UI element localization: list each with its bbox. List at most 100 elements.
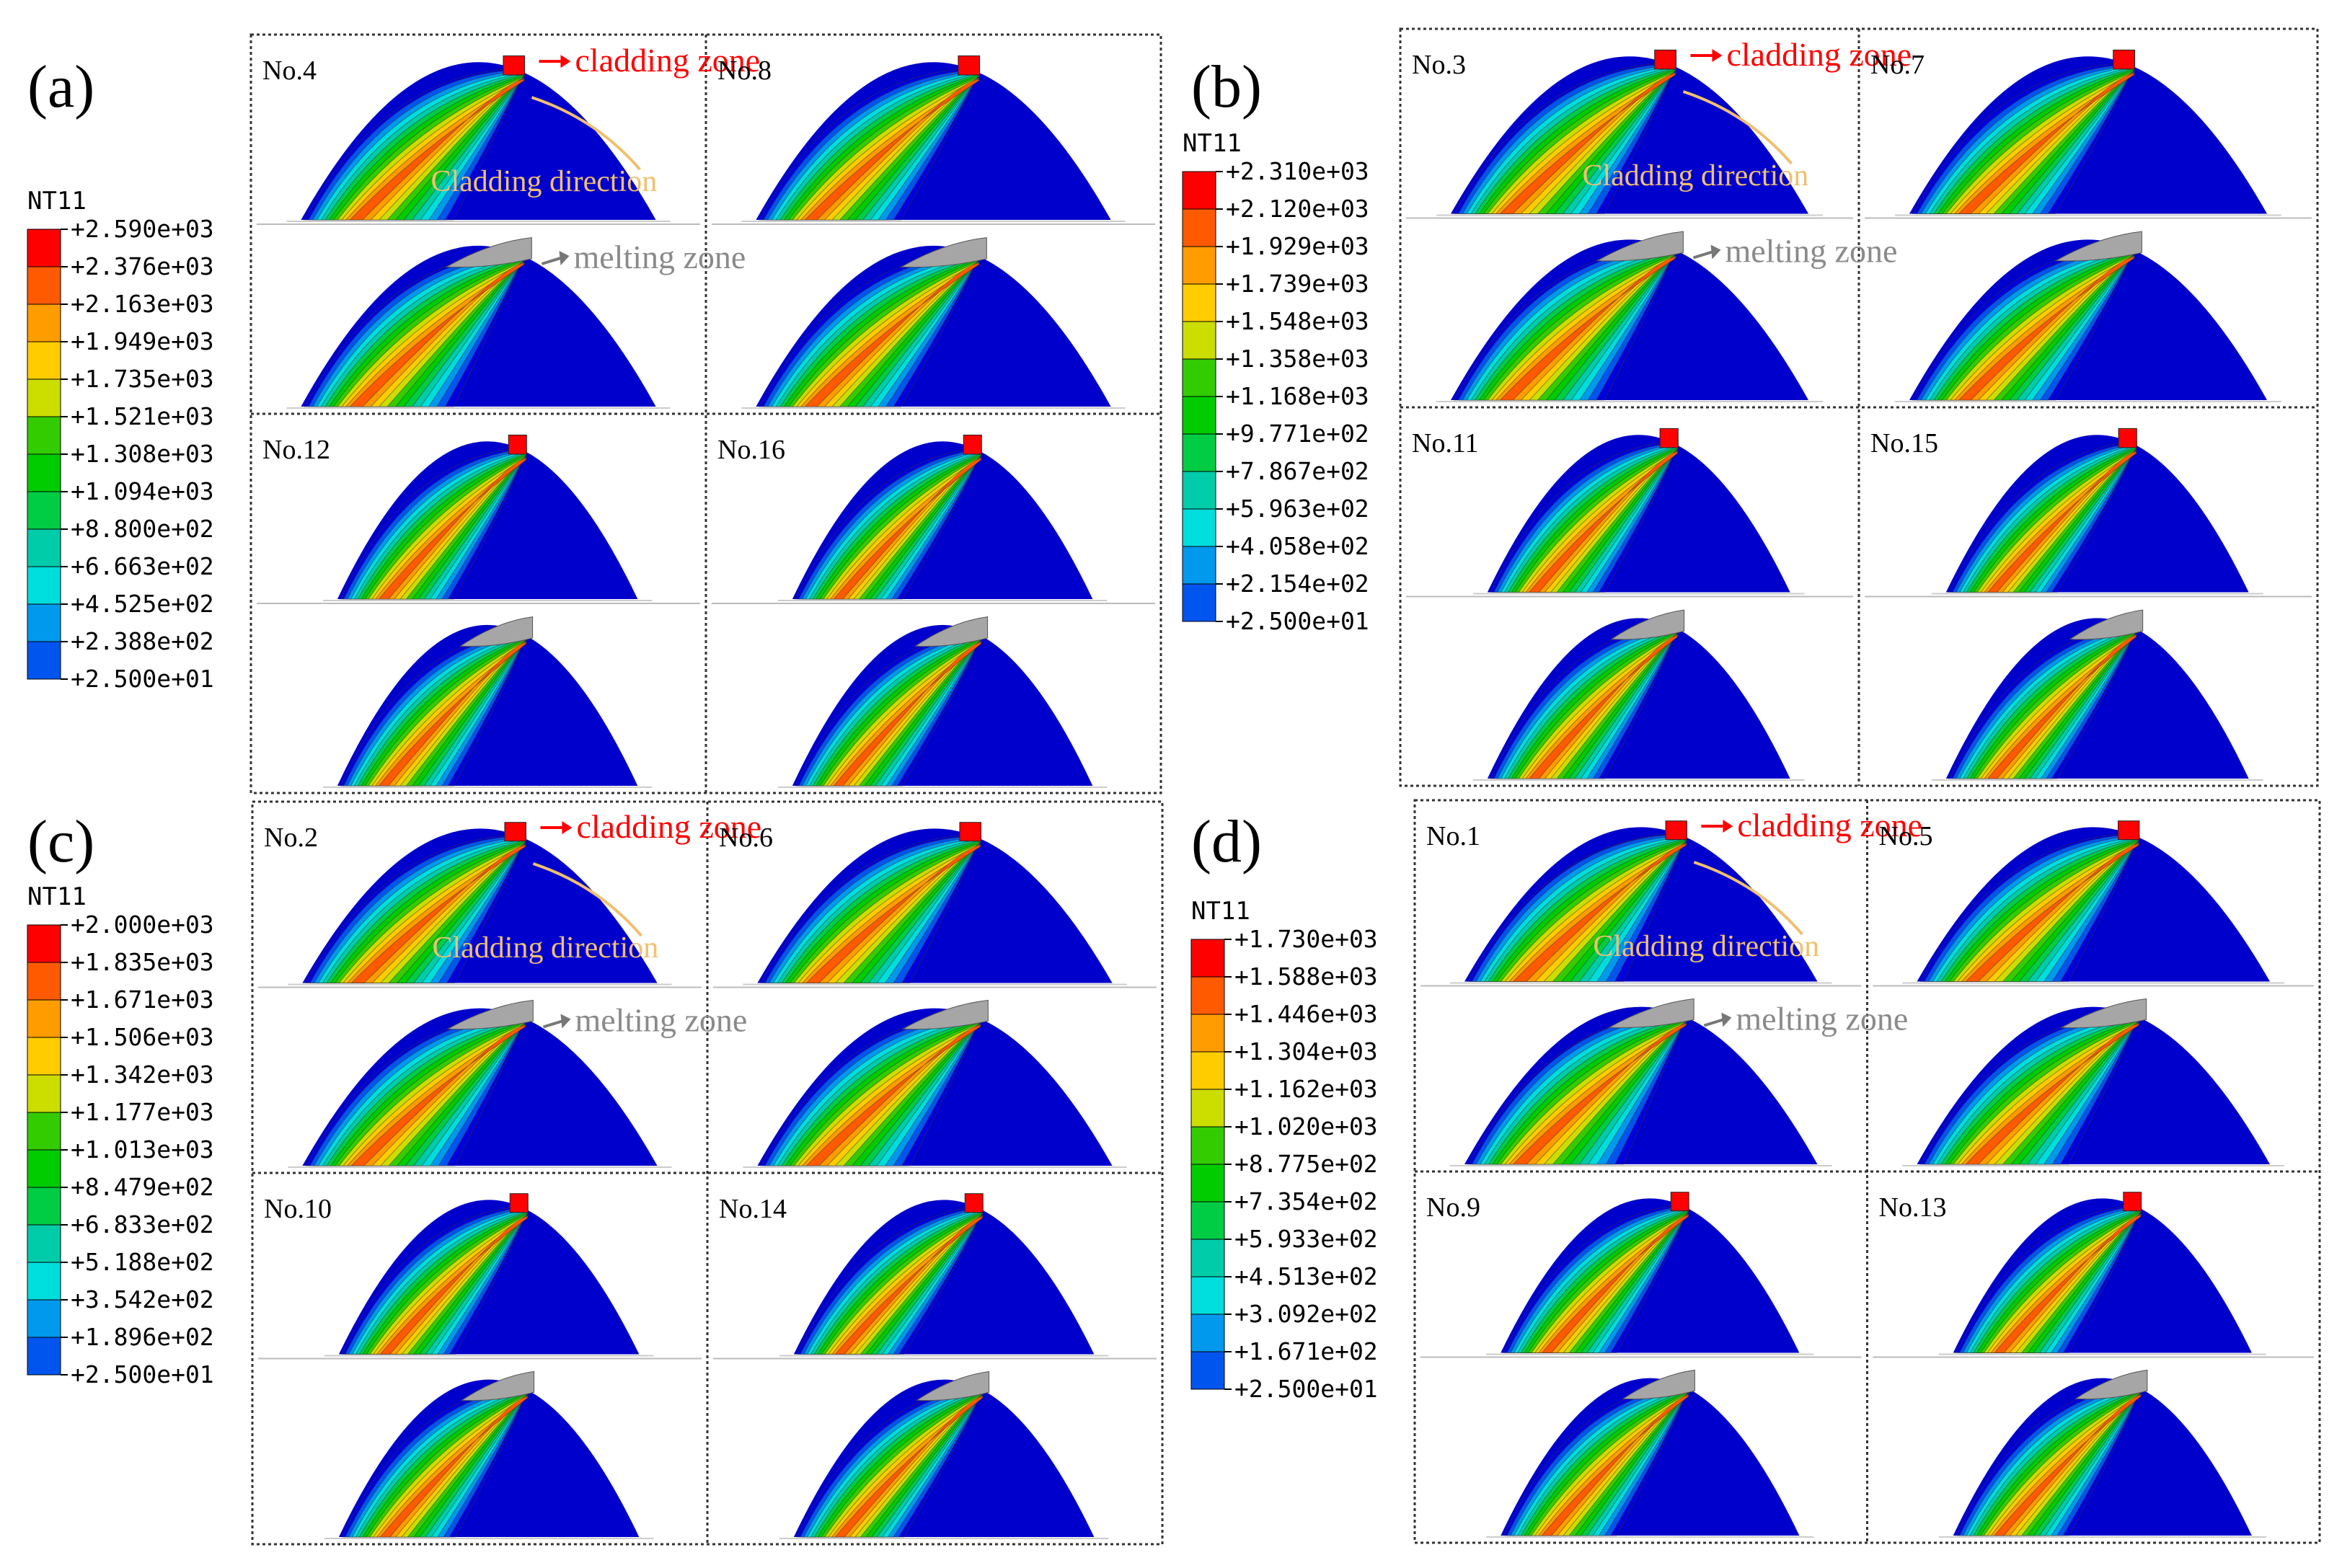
- simulation-case: No.1 cladding zone Cladding direction melti…: [1420, 807, 1922, 1166]
- contour-band: [804, 79, 981, 221]
- legend-color-band: [1190, 1239, 1225, 1277]
- legend-tick-label: +7.867e+02: [1226, 457, 1369, 485]
- contour-band: [833, 642, 983, 787]
- melting-zone-region: [461, 1370, 535, 1401]
- legend-color-band: [27, 566, 61, 605]
- case-number-label: No.9: [1426, 1192, 1480, 1223]
- temperature-contour-dome: [1486, 1192, 1814, 1355]
- case-number-label: No.8: [717, 56, 772, 86]
- legend-title: NT11: [27, 187, 87, 216]
- temperature-contour-dome: [1472, 428, 1805, 595]
- temperature-contour-dome: [322, 434, 653, 601]
- simulation-case: No.16: [712, 434, 1155, 788]
- melting-zone-arrow: [1703, 1018, 1723, 1027]
- legend-color-band: [1190, 1089, 1225, 1128]
- legend-color-band: [1182, 208, 1216, 247]
- legend-tick-label: +4.513e+02: [1234, 1262, 1378, 1290]
- cladding-direction-label: Cladding direction: [1582, 159, 1808, 192]
- contour-band: [1541, 1395, 1689, 1536]
- panel-label: (b): [1191, 53, 1262, 120]
- legend-tick-label: +1.521e+03: [71, 402, 214, 430]
- legend-tick-label: +1.168e+03: [1226, 382, 1369, 410]
- panel-label: (d): [1191, 808, 1262, 875]
- legend-color-band: [27, 1224, 61, 1263]
- legend-tick-label: +2.500e+01: [1226, 607, 1369, 635]
- melting-zone-region: [916, 1370, 990, 1401]
- legend-tick-label: +1.896e+02: [71, 1323, 214, 1351]
- contour-band: [834, 1216, 984, 1355]
- contour-band: [379, 1396, 529, 1538]
- cladding-zone-block: [958, 55, 980, 76]
- simulation-case: No.11: [1406, 428, 1853, 781]
- legend-tick-label: +1.929e+03: [1226, 232, 1369, 260]
- case-number-label: No.7: [1870, 50, 1925, 80]
- legend-color-band: [27, 1337, 61, 1376]
- legend-color-band: [27, 416, 61, 455]
- legend-color-band: [1182, 321, 1216, 360]
- legend-color-band: [1190, 939, 1225, 978]
- cladding-zone-label: cladding zone: [1726, 36, 1912, 73]
- legend-color-band: [1190, 1014, 1225, 1053]
- legend-tick-label: +2.500e+01: [1234, 1375, 1378, 1403]
- temperature-contour-dome: [1894, 231, 2282, 402]
- contour-band: [834, 1396, 984, 1538]
- case-number-label: No.12: [262, 435, 330, 465]
- color-legend: NT11+2.590e+03 +2.376e+03 +2.163e+03 +1.949…: [27, 187, 214, 693]
- contour-band: [1993, 1395, 2142, 1536]
- temperature-contour-dome: [743, 822, 1127, 985]
- cladding-zone-block: [964, 1193, 984, 1213]
- simulation-case: No.2 cladding zone Cladding direction melti…: [258, 808, 761, 1168]
- legend-tick-label: +1.304e+03: [1234, 1037, 1378, 1066]
- panel-label: (a): [27, 53, 94, 120]
- legend-tick-label: +1.506e+03: [71, 1023, 214, 1051]
- legend-tick-label: +1.177e+03: [71, 1098, 214, 1126]
- legend-tick-label: +9.771e+02: [1226, 420, 1369, 448]
- legend-tick-label: +8.479e+02: [71, 1173, 214, 1201]
- case-number-label: No.5: [1879, 821, 1933, 851]
- cladding-direction-arrow: [1682, 90, 1793, 165]
- melting-zone-region: [1622, 1369, 1695, 1400]
- contour-band: [1987, 635, 2138, 779]
- temperature-contour-dome: [286, 55, 671, 222]
- cladding-zone-block: [1670, 1192, 1689, 1212]
- legend-color-band: [27, 641, 61, 680]
- legend-color-band: [27, 528, 61, 567]
- cladding-zone-arrowhead: [1723, 820, 1733, 833]
- temperature-contour-dome: [324, 1193, 654, 1357]
- melting-zone-arrow: [542, 1019, 563, 1029]
- case-number-label: No.1: [1426, 821, 1480, 851]
- cladding-direction-arrow: [532, 862, 643, 937]
- legend-tick-label: +1.671e+03: [71, 985, 214, 1014]
- temperature-contour-dome: [741, 237, 1126, 409]
- contour-band: [1512, 1024, 1688, 1165]
- cladding-zone-arrowhead: [1712, 49, 1723, 63]
- case-number-label: No.6: [719, 823, 773, 853]
- temperature-contour-dome: [1472, 609, 1805, 781]
- temperature-contour-dome: [1902, 820, 2284, 984]
- legend-color-band: [1190, 1051, 1225, 1090]
- cladding-zone-arrowhead: [562, 821, 573, 835]
- simulation-case: No.10: [258, 1193, 702, 1539]
- legend-title: NT11: [1183, 129, 1242, 158]
- temperature-contour-dome: [779, 1370, 1109, 1539]
- contour-band: [1528, 452, 1679, 593]
- legend-color-band: [1182, 396, 1216, 435]
- melting-zone-region: [1607, 998, 1694, 1029]
- legend-color-band: [1182, 583, 1216, 622]
- temperature-contour-dome: [288, 999, 672, 1168]
- case-number-label: No.4: [262, 56, 317, 86]
- melting-zone-arrowhead: [1721, 1012, 1732, 1027]
- contour-band: [1499, 74, 1677, 214]
- legend-tick-label: +7.354e+02: [1234, 1187, 1378, 1215]
- temperature-contour-dome: [777, 434, 1108, 601]
- legend-tick-label: +1.735e+03: [71, 365, 214, 393]
- contour-band: [349, 79, 526, 221]
- legend-tick-label: +1.835e+03: [71, 948, 214, 976]
- simulation-case: No.6: [713, 822, 1157, 1168]
- case-number-label: No.10: [264, 1194, 332, 1224]
- legend-color-band: [27, 1074, 61, 1113]
- cladding-direction-label: Cladding direction: [430, 165, 657, 198]
- cladding-zone-block: [2118, 428, 2137, 448]
- legend-tick-label: +1.020e+03: [1234, 1112, 1378, 1140]
- contour-band: [379, 1216, 529, 1355]
